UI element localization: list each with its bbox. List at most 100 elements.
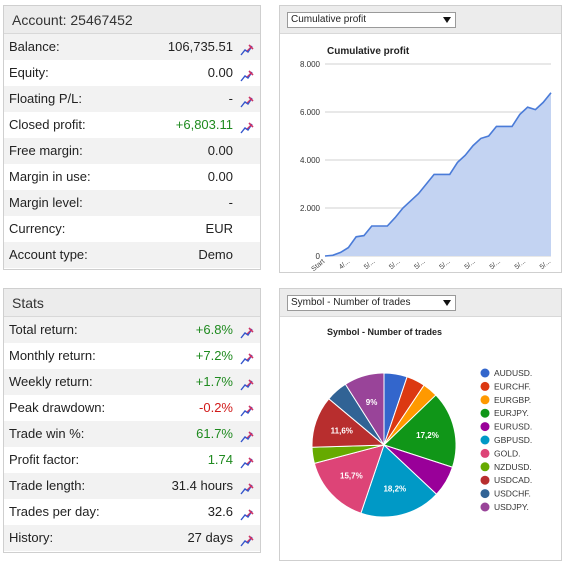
chevron-down-icon [443,17,451,23]
stats-row: Peak drawdown: -0.2% [4,395,260,421]
stats-row: Profit factor: 1.74 [4,447,260,473]
legend-swatch [480,408,490,418]
chart-edit-icon[interactable] [240,323,254,339]
pie-slice-label: 9% [366,398,378,407]
x-tick-label: 5/... [539,258,552,271]
account-row-value: 0.00 [207,143,233,158]
account-title: Account: 25467452 [4,6,260,34]
stats-row-label: Weekly return: [9,374,93,389]
chart-edit-icon[interactable] [240,375,254,391]
account-row-value: 0.00 [207,65,233,80]
chart-edit-icon[interactable] [240,531,254,547]
stats-row-label: History: [9,530,54,545]
profit-chart-header: Cumulative profit [280,6,561,34]
legend-label: USDCAD. [494,475,532,485]
pie-slice [313,444,385,514]
y-tick-label: 6.000 [300,108,321,117]
legend-label: USDJPY. [494,502,529,512]
account-row: Currency: EUR [4,216,260,242]
chart-edit-icon[interactable] [240,66,254,82]
account-row-label: Free margin: [9,143,83,158]
account-row-value: 0.00 [207,169,233,184]
account-row-label: Margin level: [9,195,83,210]
legend-label: NZDUSD. [494,462,532,472]
chart-edit-icon[interactable] [240,453,254,469]
account-row-label: Margin in use: [9,169,91,184]
chart-edit-icon[interactable] [240,505,254,521]
account-panel: Account: 25467452 Balance: 106,735.51 Equi… [3,5,261,270]
stats-row-label: Peak drawdown: [9,400,106,415]
y-tick-label: 2.000 [300,204,321,213]
account-row-label: Closed profit: [9,117,86,132]
legend-label: EURUSD. [494,422,532,432]
pie-slice-label: 18,2% [383,484,406,493]
legend-swatch [480,381,490,391]
stats-rows: Total return: +6.8% Monthly return: +7.2% We… [4,317,260,551]
x-tick-label: 5/... [514,258,527,271]
chart-edit-icon[interactable] [240,92,254,108]
symbol-chart-select-value: Symbol - Number of trades [291,297,411,308]
account-row: Equity: 0.00 [4,60,260,86]
legend-label: GOLD. [494,448,520,458]
account-rows: Balance: 106,735.51 Equity: 0.00 Floating P/… [4,34,260,268]
profit-chart: Cumulative profit 0 2.000 4.000 6.000 8.000 St… [300,46,552,272]
chart-edit-icon[interactable] [240,479,254,495]
chevron-down-icon [443,300,451,306]
chart-title: Cumulative profit [327,46,410,57]
legend-swatch [480,435,490,445]
stats-row: Total return: +6.8% [4,317,260,343]
pie-slice-label: 17,2% [416,431,439,440]
stats-row: History: 27 days [4,525,260,551]
stats-row-label: Profit factor: [9,452,80,467]
stats-row-label: Total return: [9,322,78,337]
chart-title: Symbol - Number of trades [327,327,442,337]
account-row-value: 106,735.51 [167,39,233,54]
x-tick-label: 5/... [413,258,426,271]
stats-row-value: -0.2% [199,400,233,415]
stats-row-label: Monthly return: [9,348,96,363]
legend-swatch [480,368,490,378]
pie-slice [383,394,457,468]
legend-swatch [480,475,490,485]
x-tick-label: 5/... [363,258,376,271]
stats-row-value: 27 days [187,530,233,545]
stats-row-value: +1.7% [195,374,233,389]
pie-slice [344,372,385,447]
symbol-chart-panel: Symbol - Number of trades Symbol - Numbe… [279,288,562,561]
account-row: Floating P/L: - [4,86,260,112]
chart-edit-icon[interactable] [240,401,254,417]
account-row-label: Currency: [9,221,66,236]
y-tick-label: 4.000 [300,156,321,165]
pie-slice-label: 15,7% [340,471,363,480]
chart-edit-icon[interactable] [240,40,254,56]
legend-swatch [480,489,490,499]
legend-label: EURGBP. [494,395,531,405]
stats-row-value: +7.2% [195,348,233,363]
stats-row-value: 61.7% [196,426,233,441]
stats-row: Trade win %: 61.7% [4,421,260,447]
stats-row-label: Trade win %: [9,426,85,441]
stats-title: Stats [4,289,260,317]
x-tick-label: 5/... [463,258,476,271]
chart-edit-icon[interactable] [240,427,254,443]
stats-row-label: Trade length: [9,478,86,493]
legend-swatch [480,502,490,512]
account-row-value: Demo [198,247,233,262]
stats-row-value: +6.8% [195,322,233,337]
y-tick-label: 0 [316,252,321,261]
account-row-value: - [228,91,233,106]
stats-row-label: Trades per day: [9,504,100,519]
legend-label: AUDUSD. [494,368,532,378]
chart-edit-icon[interactable] [240,118,254,134]
stats-row: Trade length: 31.4 hours [4,473,260,499]
y-tick-label: 8.000 [300,60,321,69]
symbol-chart-select[interactable]: Symbol - Number of trades [287,295,456,311]
x-tick-label: Start [310,258,326,272]
stats-row-value: 31.4 hours [171,478,233,493]
profit-chart-select[interactable]: Cumulative profit [287,12,456,28]
symbol-chart-header: Symbol - Number of trades [280,289,561,317]
stats-row-value: 1.74 [207,452,233,467]
stats-panel: Stats Total return: +6.8% Monthly return: +… [3,288,261,553]
symbol-pie-chart: Symbol - Number of trades 17,2% 18,2% 15,7%… [311,327,532,518]
chart-edit-icon[interactable] [240,349,254,365]
